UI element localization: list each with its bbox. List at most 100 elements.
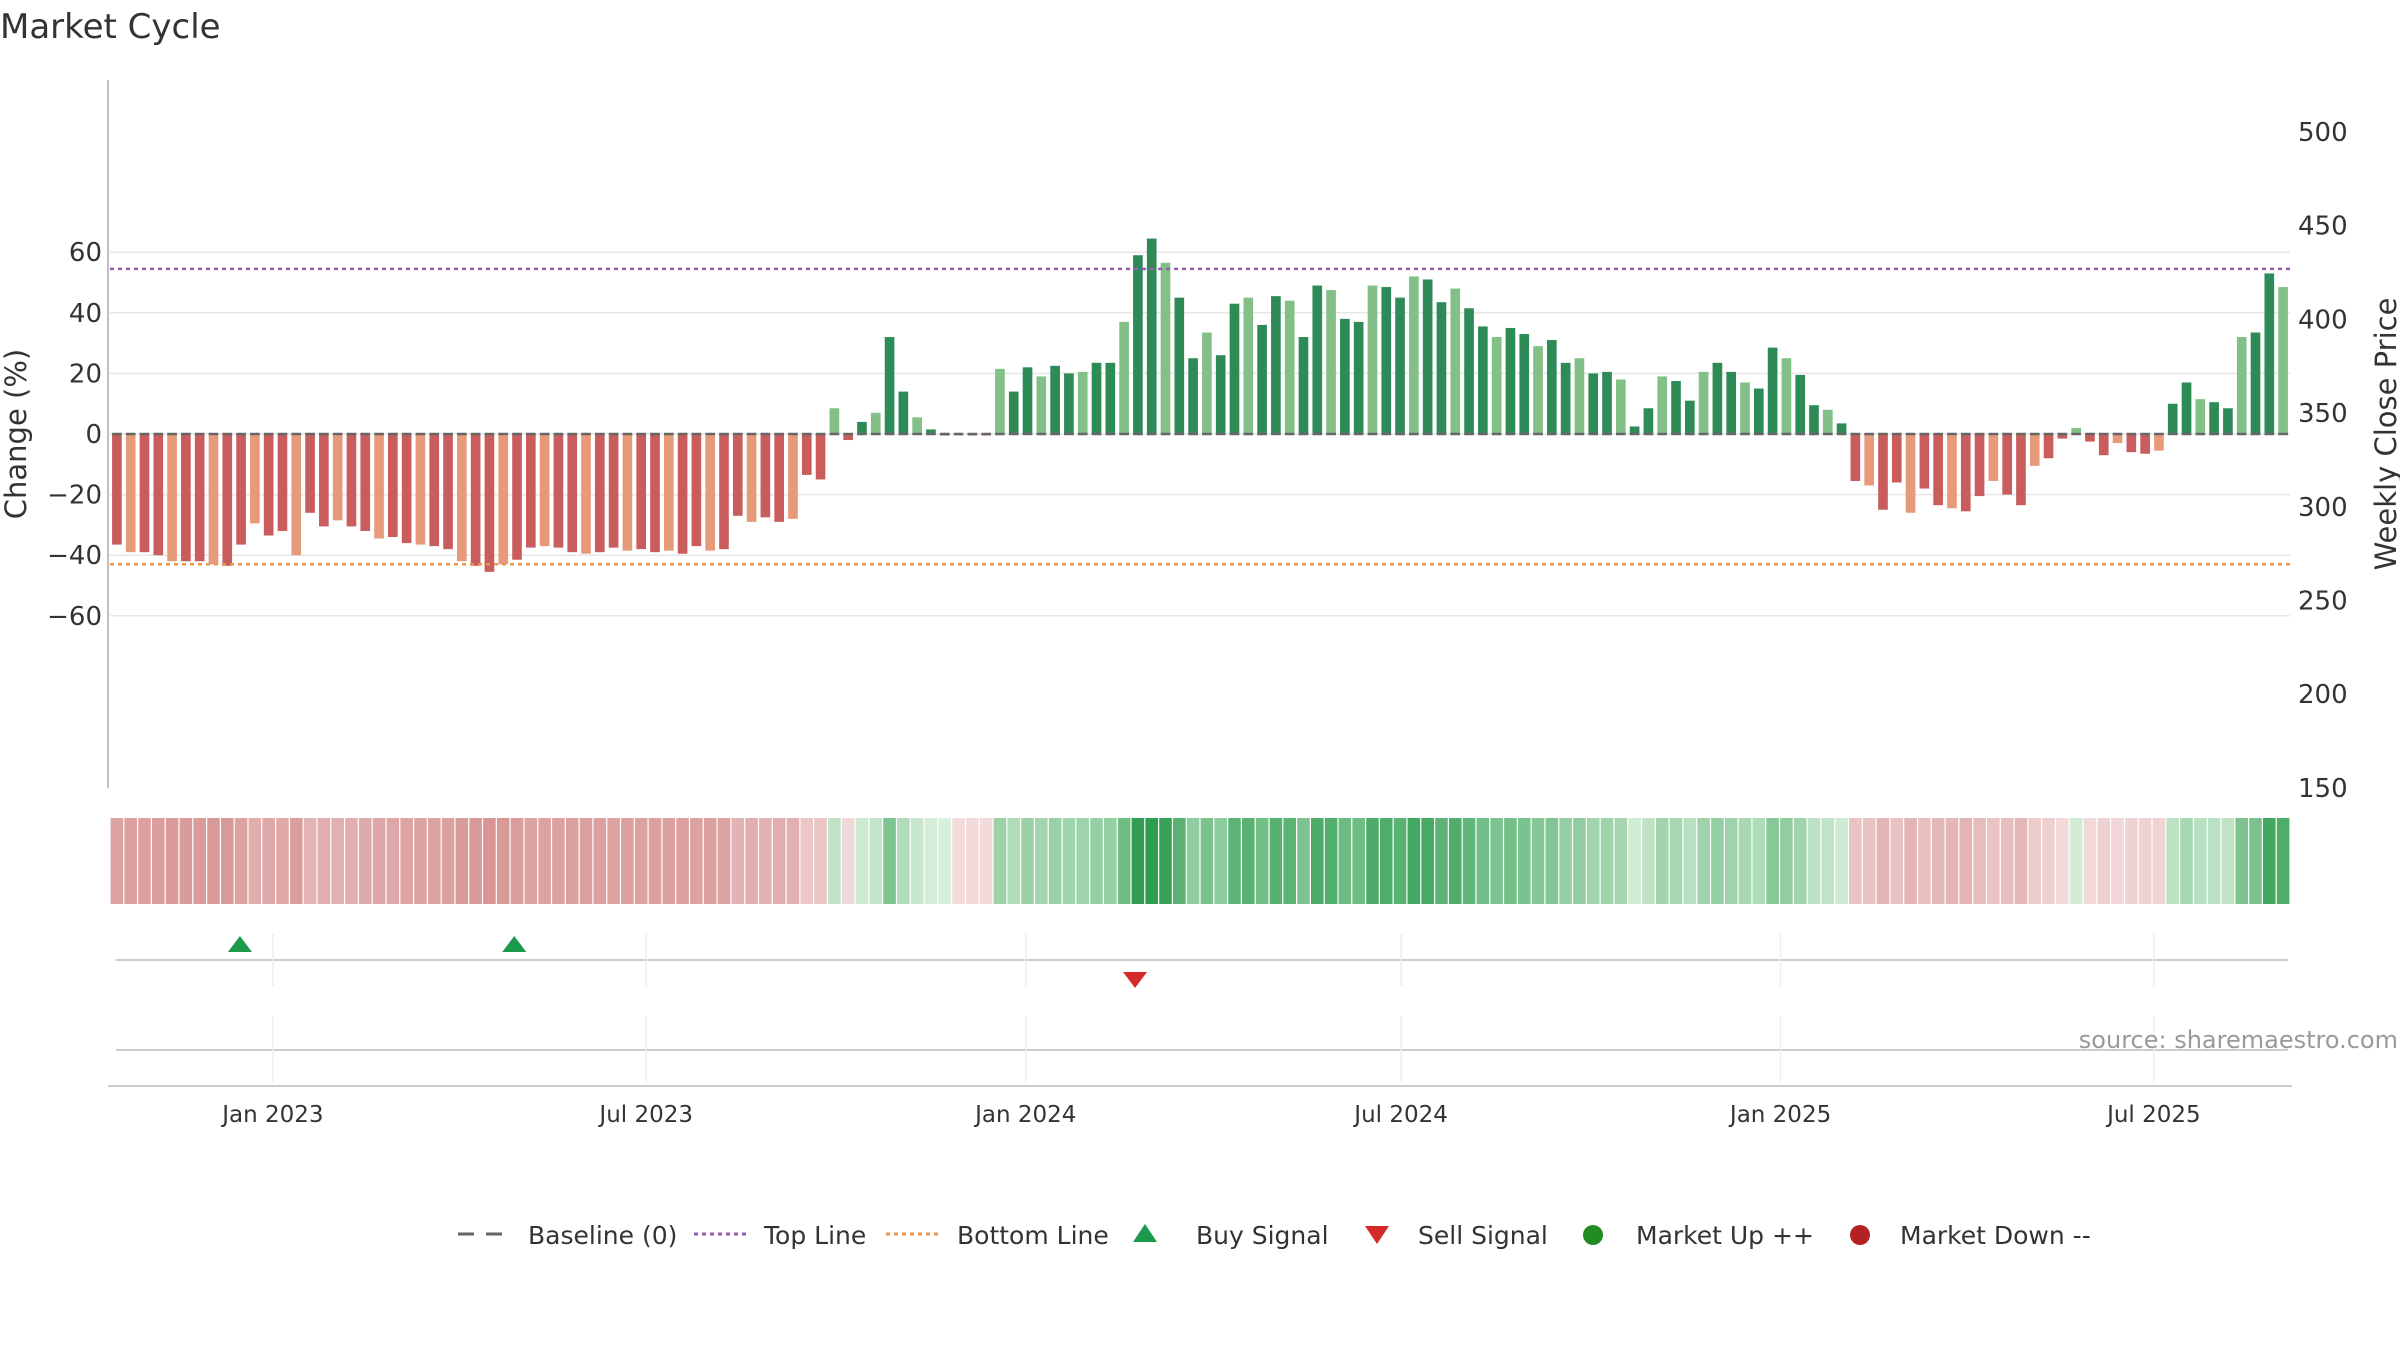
- change-bar: [181, 434, 191, 562]
- cycle-cell: [2221, 818, 2235, 904]
- change-bar: [1229, 303, 1240, 434]
- legend: Baseline (0) Top Line Bottom Line Buy Si…: [458, 1221, 2091, 1250]
- y2-tick-label: 250: [2298, 587, 2348, 617]
- cycle-cell: [634, 818, 648, 904]
- change-bar: [470, 434, 481, 566]
- change-bar: [2167, 403, 2178, 434]
- x-tick-label: Jan 2024: [973, 1102, 1076, 1128]
- x-tick-label: Jul 2024: [1352, 1102, 1448, 1128]
- change-bar: [194, 434, 205, 562]
- cycle-cell: [703, 818, 717, 904]
- cycle-cell: [1379, 818, 1393, 904]
- change-bar: [1547, 340, 1557, 434]
- change-bar: [1891, 434, 1902, 483]
- cycle-cell: [1255, 818, 1269, 904]
- cycle-cell: [1007, 818, 1021, 904]
- cycle-cell: [1021, 818, 1034, 904]
- cycle-cell: [759, 818, 772, 904]
- change-bar: [305, 434, 315, 513]
- cycle-cell: [1531, 818, 1545, 904]
- change-bar: [995, 368, 1005, 434]
- change-bar: [691, 434, 702, 547]
- change-bar: [1064, 373, 1074, 434]
- cycle-cell: [400, 818, 413, 904]
- cycle-cell: [1462, 818, 1476, 904]
- cycle-cell: [1545, 818, 1559, 904]
- change-bar: [263, 434, 274, 536]
- cycle-cell: [2000, 818, 2014, 904]
- cycle-cell: [2028, 818, 2042, 904]
- cycle-cell: [814, 818, 827, 904]
- change-bar: [332, 434, 343, 521]
- change-bar: [1781, 358, 1792, 434]
- cycle-cell: [1959, 818, 1973, 904]
- x-tick-label: Jul 2023: [597, 1102, 693, 1128]
- change-bar: [719, 434, 729, 550]
- cycle-cell: [1614, 818, 1628, 904]
- cycle-cell: [897, 818, 910, 904]
- cycle-cell: [1159, 818, 1172, 904]
- change-bar: [1381, 287, 1392, 434]
- change-bar: [1574, 358, 1585, 434]
- cycle-cell: [552, 818, 565, 904]
- cycle-cell: [124, 818, 137, 904]
- cycle-cell: [1600, 818, 1614, 904]
- change-bar: [677, 434, 688, 554]
- legend-top-line-label: Top Line: [763, 1221, 866, 1250]
- change-bar: [1202, 332, 1212, 434]
- cycle-cell: [151, 818, 165, 904]
- cycle-cell: [800, 818, 814, 904]
- y2-tick-label: 300: [2298, 493, 2348, 523]
- market-gridlines: [272, 1016, 2155, 1082]
- cycle-cell: [1573, 818, 1586, 904]
- cycle-cell: [1973, 818, 1986, 904]
- change-bar: [1215, 355, 1226, 434]
- change-bar: [1822, 409, 1833, 434]
- cycle-cell: [1738, 818, 1752, 904]
- cycle-cell: [1228, 818, 1241, 904]
- cycle-cell: [234, 818, 248, 904]
- cycle-cell: [1711, 818, 1724, 904]
- cycle-cell: [676, 818, 689, 904]
- cycle-cell: [869, 818, 883, 904]
- cycle-cell: [1490, 818, 1503, 904]
- cycle-cell: [1642, 818, 1655, 904]
- change-bar: [1036, 376, 1047, 434]
- change-bar: [1491, 337, 1502, 434]
- cycle-cell: [1048, 818, 1062, 904]
- cycle-cell: [2207, 818, 2221, 904]
- chart-title: Market Cycle: [0, 7, 221, 47]
- cycle-cell: [607, 818, 620, 904]
- cycle-cell: [2152, 818, 2166, 904]
- change-bar: [1105, 362, 1116, 434]
- cycle-cell: [483, 818, 496, 904]
- change-bar: [1809, 405, 1819, 434]
- change-bar: [2250, 332, 2261, 434]
- cycle-cell: [648, 818, 662, 904]
- cycle-cell: [2056, 818, 2069, 904]
- cycle-cell: [924, 818, 938, 904]
- change-bar: [926, 429, 936, 434]
- cycle-cell: [1297, 818, 1310, 904]
- cycle-cell: [207, 818, 220, 904]
- change-bar: [1864, 434, 1875, 486]
- cycle-cell: [1145, 818, 1159, 904]
- change-bar: [1077, 371, 1088, 434]
- cycle-cell: [1062, 818, 1076, 904]
- change-bar: [1878, 434, 1888, 510]
- change-bar: [125, 434, 136, 553]
- change-bars: [112, 238, 2288, 572]
- cycle-cell: [2235, 818, 2249, 904]
- cycle-cell: [331, 818, 344, 904]
- cycle-cell: [731, 818, 745, 904]
- cycle-cell: [2180, 818, 2193, 904]
- cycle-cell: [2276, 818, 2290, 904]
- cycle-cell: [510, 818, 524, 904]
- cycle-cell: [2166, 818, 2180, 904]
- cycle-cell: [855, 818, 869, 904]
- change-bar: [1850, 434, 1861, 481]
- change-bar: [843, 434, 853, 441]
- change-bar: [1726, 371, 1737, 434]
- change-bar: [774, 434, 785, 522]
- change-bar: [1395, 297, 1405, 434]
